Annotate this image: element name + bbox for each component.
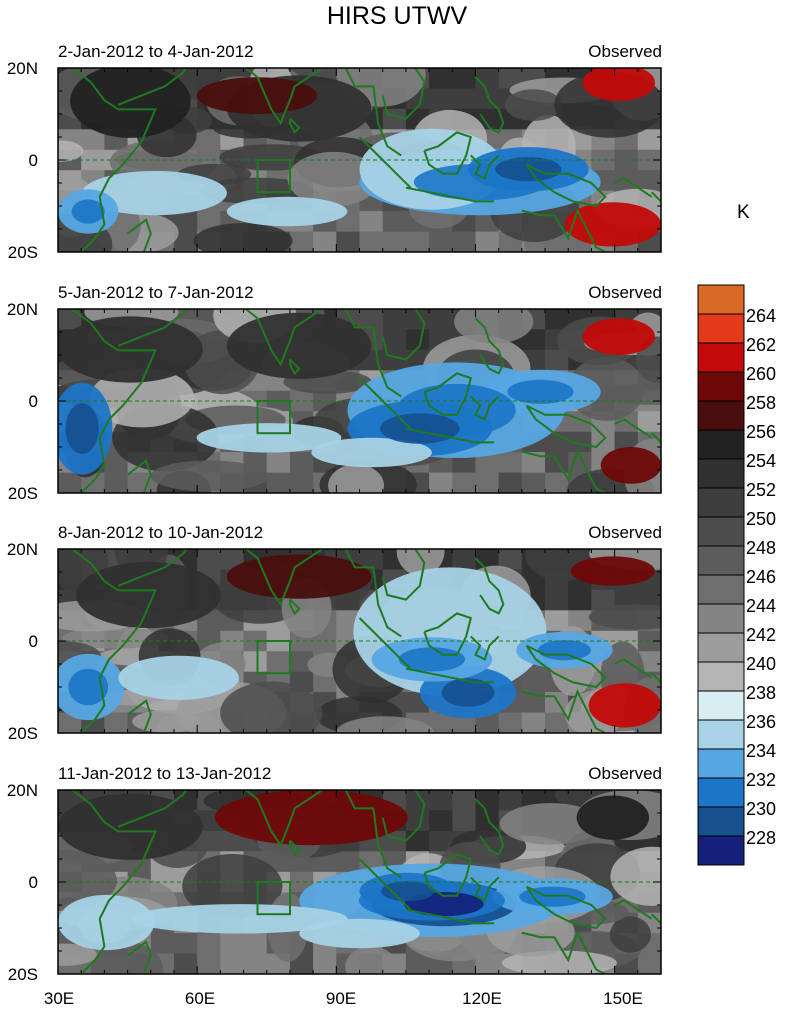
colorbar-swatch — [697, 690, 745, 721]
panel-2-ytick-20n: 20N — [6, 300, 38, 319]
panel-1-region-box — [256, 159, 291, 194]
colorbar-label-250: 250 — [746, 509, 777, 529]
panel-1-observed: Observed — [588, 42, 662, 61]
panel-2-ytick-20s: 20S — [7, 484, 38, 503]
panel-1-period: 2-Jan-2012 to 4-Jan-2012 — [58, 42, 254, 61]
panel-3-ticks — [57, 548, 662, 734]
panel-1-ticks — [57, 67, 662, 253]
colorbar-swatch — [697, 806, 745, 837]
colorbar-label-264: 264 — [746, 306, 777, 326]
xtick-30e: 30E — [43, 989, 75, 1008]
colorbar-swatch — [697, 371, 745, 402]
panel-4-region-box — [256, 881, 291, 916]
panel-2-coastlines — [71, 309, 661, 493]
colorbar-label-246: 246 — [746, 567, 777, 587]
colorbar-label-248: 248 — [746, 538, 777, 558]
panel-4-map — [57, 789, 662, 975]
colorbar-label-236: 236 — [746, 712, 777, 732]
colorbar-swatch — [697, 429, 745, 460]
chart-title: HIRS UTWV — [326, 2, 468, 30]
panel-1-map — [57, 67, 662, 253]
colorbar-swatch — [697, 661, 745, 692]
colorbar-swatch — [697, 574, 745, 605]
colorbar-swatch — [697, 284, 745, 315]
panel-2-map — [57, 308, 662, 494]
colorbar-label-234: 234 — [746, 741, 777, 761]
colorbar-label-254: 254 — [746, 451, 777, 471]
colorbar — [697, 284, 745, 866]
colorbar-swatch — [697, 342, 745, 373]
xtick-120e: 120E — [462, 989, 502, 1008]
colorbar-unit-label: K — [737, 202, 750, 223]
panel-2-period: 5-Jan-2012 to 7-Jan-2012 — [58, 283, 254, 302]
panel-4-ytick-20s: 20S — [7, 965, 38, 984]
colorbar-swatch — [697, 313, 745, 344]
panel-3-ytick-20s: 20S — [7, 724, 38, 743]
panel-1-ytick-20s: 20S — [7, 243, 38, 262]
colorbar-swatch — [697, 487, 745, 518]
panel-2-ticks — [57, 308, 662, 494]
colorbar-swatch — [697, 777, 745, 808]
colorbar-swatch — [697, 719, 745, 750]
colorbar-label-260: 260 — [746, 364, 777, 384]
colorbar-label-228: 228 — [746, 828, 777, 848]
panel-3-observed: Observed — [588, 523, 662, 542]
panel-4-ytick-0: 0 — [28, 873, 38, 892]
panel-3-region-box — [256, 640, 291, 675]
panel-2-ytick-0: 0 — [28, 392, 38, 411]
panel-1-ytick-0: 0 — [28, 151, 38, 170]
colorbar-swatch — [697, 748, 745, 779]
colorbar-label-252: 252 — [746, 480, 777, 500]
colorbar-swatch — [697, 516, 745, 547]
panel-4-observed: Observed — [588, 764, 662, 783]
panel-3-ytick-0: 0 — [28, 632, 38, 651]
panel-1-ytick-20n: 20N — [6, 59, 38, 78]
colorbar-label-262: 262 — [746, 335, 777, 355]
panel-4-ytick-20n: 20N — [6, 781, 38, 800]
xtick-150e: 150E — [603, 989, 643, 1008]
colorbar-swatch — [697, 400, 745, 431]
panel-4-period: 11-Jan-2012 to 13-Jan-2012 — [58, 764, 272, 783]
colorbar-label-242: 242 — [746, 625, 777, 645]
colorbar-swatch — [697, 458, 745, 489]
colorbar-label-232: 232 — [746, 770, 777, 790]
colorbar-label-256: 256 — [746, 422, 777, 442]
panel-4-ticks — [57, 789, 662, 975]
panel-3-map — [57, 548, 662, 734]
colorbar-label-240: 240 — [746, 654, 777, 674]
colorbar-label-258: 258 — [746, 393, 777, 413]
panel-1-coastlines — [71, 68, 661, 252]
panel-3-coastlines — [71, 549, 661, 733]
colorbar-label-238: 238 — [746, 683, 777, 703]
panel-3-ytick-20n: 20N — [6, 540, 38, 559]
colorbar-label-244: 244 — [746, 596, 777, 616]
colorbar-swatch — [697, 835, 745, 866]
colorbar-swatch — [697, 632, 745, 663]
colorbar-label-230: 230 — [746, 799, 777, 819]
xtick-90e: 90E — [325, 989, 357, 1008]
colorbar-swatch — [697, 603, 745, 634]
panel-3-period: 8-Jan-2012 to 10-Jan-2012 — [58, 523, 264, 542]
panel-2-region-box — [256, 400, 291, 435]
colorbar-swatch — [697, 545, 745, 576]
panel-2-observed: Observed — [588, 283, 662, 302]
xtick-60e: 60E — [184, 989, 216, 1008]
panel-4-coastlines — [71, 790, 661, 974]
